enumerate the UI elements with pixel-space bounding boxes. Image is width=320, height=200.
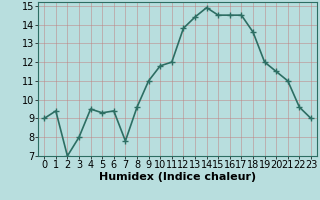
X-axis label: Humidex (Indice chaleur): Humidex (Indice chaleur) — [99, 172, 256, 182]
